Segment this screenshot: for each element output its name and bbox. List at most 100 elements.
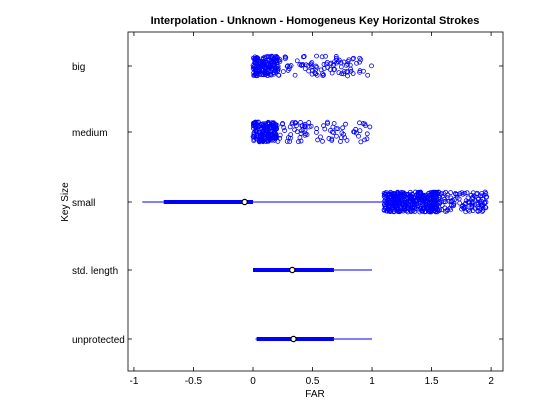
outlier-point [350, 56, 356, 62]
outlier-point [483, 205, 489, 211]
outlier-point [443, 209, 448, 214]
outlier-point [394, 196, 400, 201]
outlier-point [339, 71, 345, 77]
x-axis: -1 -0.5 0 0.5 1 1.5 2 [129, 32, 494, 387]
x-tick-label: -1 [129, 376, 138, 387]
outlier-point [268, 71, 274, 77]
outlier-point [363, 123, 368, 129]
outlier-point [253, 69, 259, 75]
outlier-point [261, 70, 267, 76]
outlier-point [424, 200, 430, 205]
outlier-point [313, 63, 319, 69]
outlier-point [253, 124, 258, 130]
outlier-point [326, 136, 332, 141]
outlier-point [340, 125, 346, 131]
outlier-point [266, 54, 272, 60]
outlier-point [482, 189, 488, 195]
outlier-point [306, 124, 312, 130]
outlier-point [388, 195, 394, 201]
outlier-point [335, 126, 341, 132]
category-labels: big medium small std. length unprotected [72, 62, 503, 346]
outlier-point [298, 131, 304, 136]
outlier-point [419, 192, 425, 198]
outlier-point [369, 63, 374, 69]
category-label: std. length [72, 266, 118, 277]
outlier-point [463, 209, 469, 215]
outlier-point [253, 136, 259, 142]
outlier-point [253, 119, 258, 125]
outlier-point [364, 136, 370, 142]
outlier-point [344, 138, 350, 143]
outlier-point [258, 65, 264, 71]
outlier-point [306, 120, 312, 125]
outlier-point [477, 207, 483, 213]
outlier-point [395, 198, 400, 204]
outlier-point [362, 137, 368, 143]
outlier-point [480, 207, 486, 213]
outlier-point [328, 60, 334, 66]
outlier-point [412, 209, 418, 214]
outlier-point [322, 126, 328, 132]
outlier-point [402, 194, 408, 200]
outlier-point [400, 208, 406, 214]
x-tick-label: 1.5 [425, 376, 439, 387]
outlier-point [251, 72, 257, 78]
series-std-length [253, 266, 373, 274]
outlier-point [314, 126, 320, 131]
outlier-point [475, 204, 481, 210]
outlier-point [315, 137, 321, 143]
x-axis-label: FAR [305, 389, 324, 400]
outlier-point [347, 62, 353, 68]
outlier-point [384, 199, 390, 205]
outlier-point [461, 205, 467, 211]
outlier-point [434, 191, 440, 197]
outlier-point [276, 72, 282, 78]
outlier-point [329, 136, 335, 142]
outlier-point [469, 204, 475, 210]
outlier-point [484, 194, 490, 200]
outlier-point [314, 53, 319, 59]
outlier-point [357, 55, 363, 61]
outlier-point [268, 72, 274, 78]
outlier-point [269, 67, 275, 72]
outlier-point [367, 124, 373, 130]
series-small [142, 189, 490, 215]
outlier-point [272, 57, 278, 62]
outlier-point [271, 127, 277, 132]
x-tick-label: -0.5 [185, 376, 203, 387]
outlier-point [331, 61, 337, 67]
outlier-point [293, 120, 299, 126]
series-medium [250, 119, 373, 145]
outlier-point [351, 55, 356, 61]
outlier-point [345, 61, 351, 67]
outlier-point [354, 60, 360, 66]
outlier-point [297, 62, 303, 67]
outlier-point [300, 126, 306, 132]
outlier-point [287, 124, 293, 130]
outlier-point [327, 66, 333, 72]
outlier-point [402, 202, 408, 208]
outlier-point [444, 195, 450, 200]
outlier-point [435, 207, 440, 213]
outlier-point [338, 64, 344, 70]
outlier-point [272, 136, 278, 142]
outlier-point [263, 70, 269, 76]
outlier-point [310, 67, 315, 73]
outlier-point [319, 54, 325, 60]
outlier-point [420, 197, 426, 203]
outlier-point [429, 196, 435, 202]
series-unprotected [255, 335, 373, 343]
series-big [250, 53, 374, 79]
outlier-point [282, 54, 288, 60]
outlier-point [314, 64, 320, 70]
outlier-point [283, 54, 289, 60]
y-axis-label: Key Size [60, 182, 71, 222]
outlier-point [434, 209, 440, 215]
outlier-point [341, 59, 347, 65]
outlier-point [404, 194, 410, 200]
outlier-point [423, 192, 428, 198]
outlier-point [265, 133, 271, 139]
outlier-point [296, 139, 301, 145]
outlier-point [320, 138, 325, 144]
